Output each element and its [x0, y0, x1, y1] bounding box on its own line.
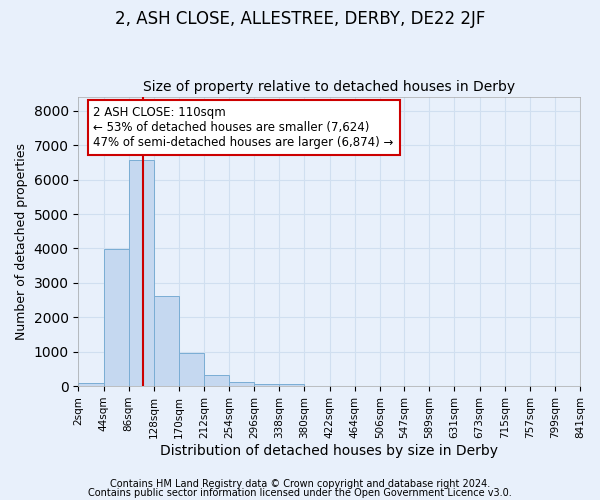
Bar: [279, 384, 304, 386]
Bar: [254, 384, 279, 386]
Text: 2, ASH CLOSE, ALLESTREE, DERBY, DE22 2JF: 2, ASH CLOSE, ALLESTREE, DERBY, DE22 2JF: [115, 10, 485, 28]
Title: Size of property relative to detached houses in Derby: Size of property relative to detached ho…: [143, 80, 515, 94]
Bar: [128, 160, 154, 386]
Bar: [229, 382, 254, 386]
Bar: [204, 374, 229, 386]
Text: Contains HM Land Registry data © Crown copyright and database right 2024.: Contains HM Land Registry data © Crown c…: [110, 479, 490, 489]
Text: Contains public sector information licensed under the Open Government Licence v3: Contains public sector information licen…: [88, 488, 512, 498]
Y-axis label: Number of detached properties: Number of detached properties: [15, 143, 28, 340]
Bar: [179, 354, 204, 386]
Text: 2 ASH CLOSE: 110sqm
← 53% of detached houses are smaller (7,624)
47% of semi-det: 2 ASH CLOSE: 110sqm ← 53% of detached ho…: [94, 106, 394, 148]
Bar: [79, 382, 104, 386]
Bar: [154, 296, 179, 386]
X-axis label: Distribution of detached houses by size in Derby: Distribution of detached houses by size …: [160, 444, 498, 458]
Bar: [104, 249, 128, 386]
